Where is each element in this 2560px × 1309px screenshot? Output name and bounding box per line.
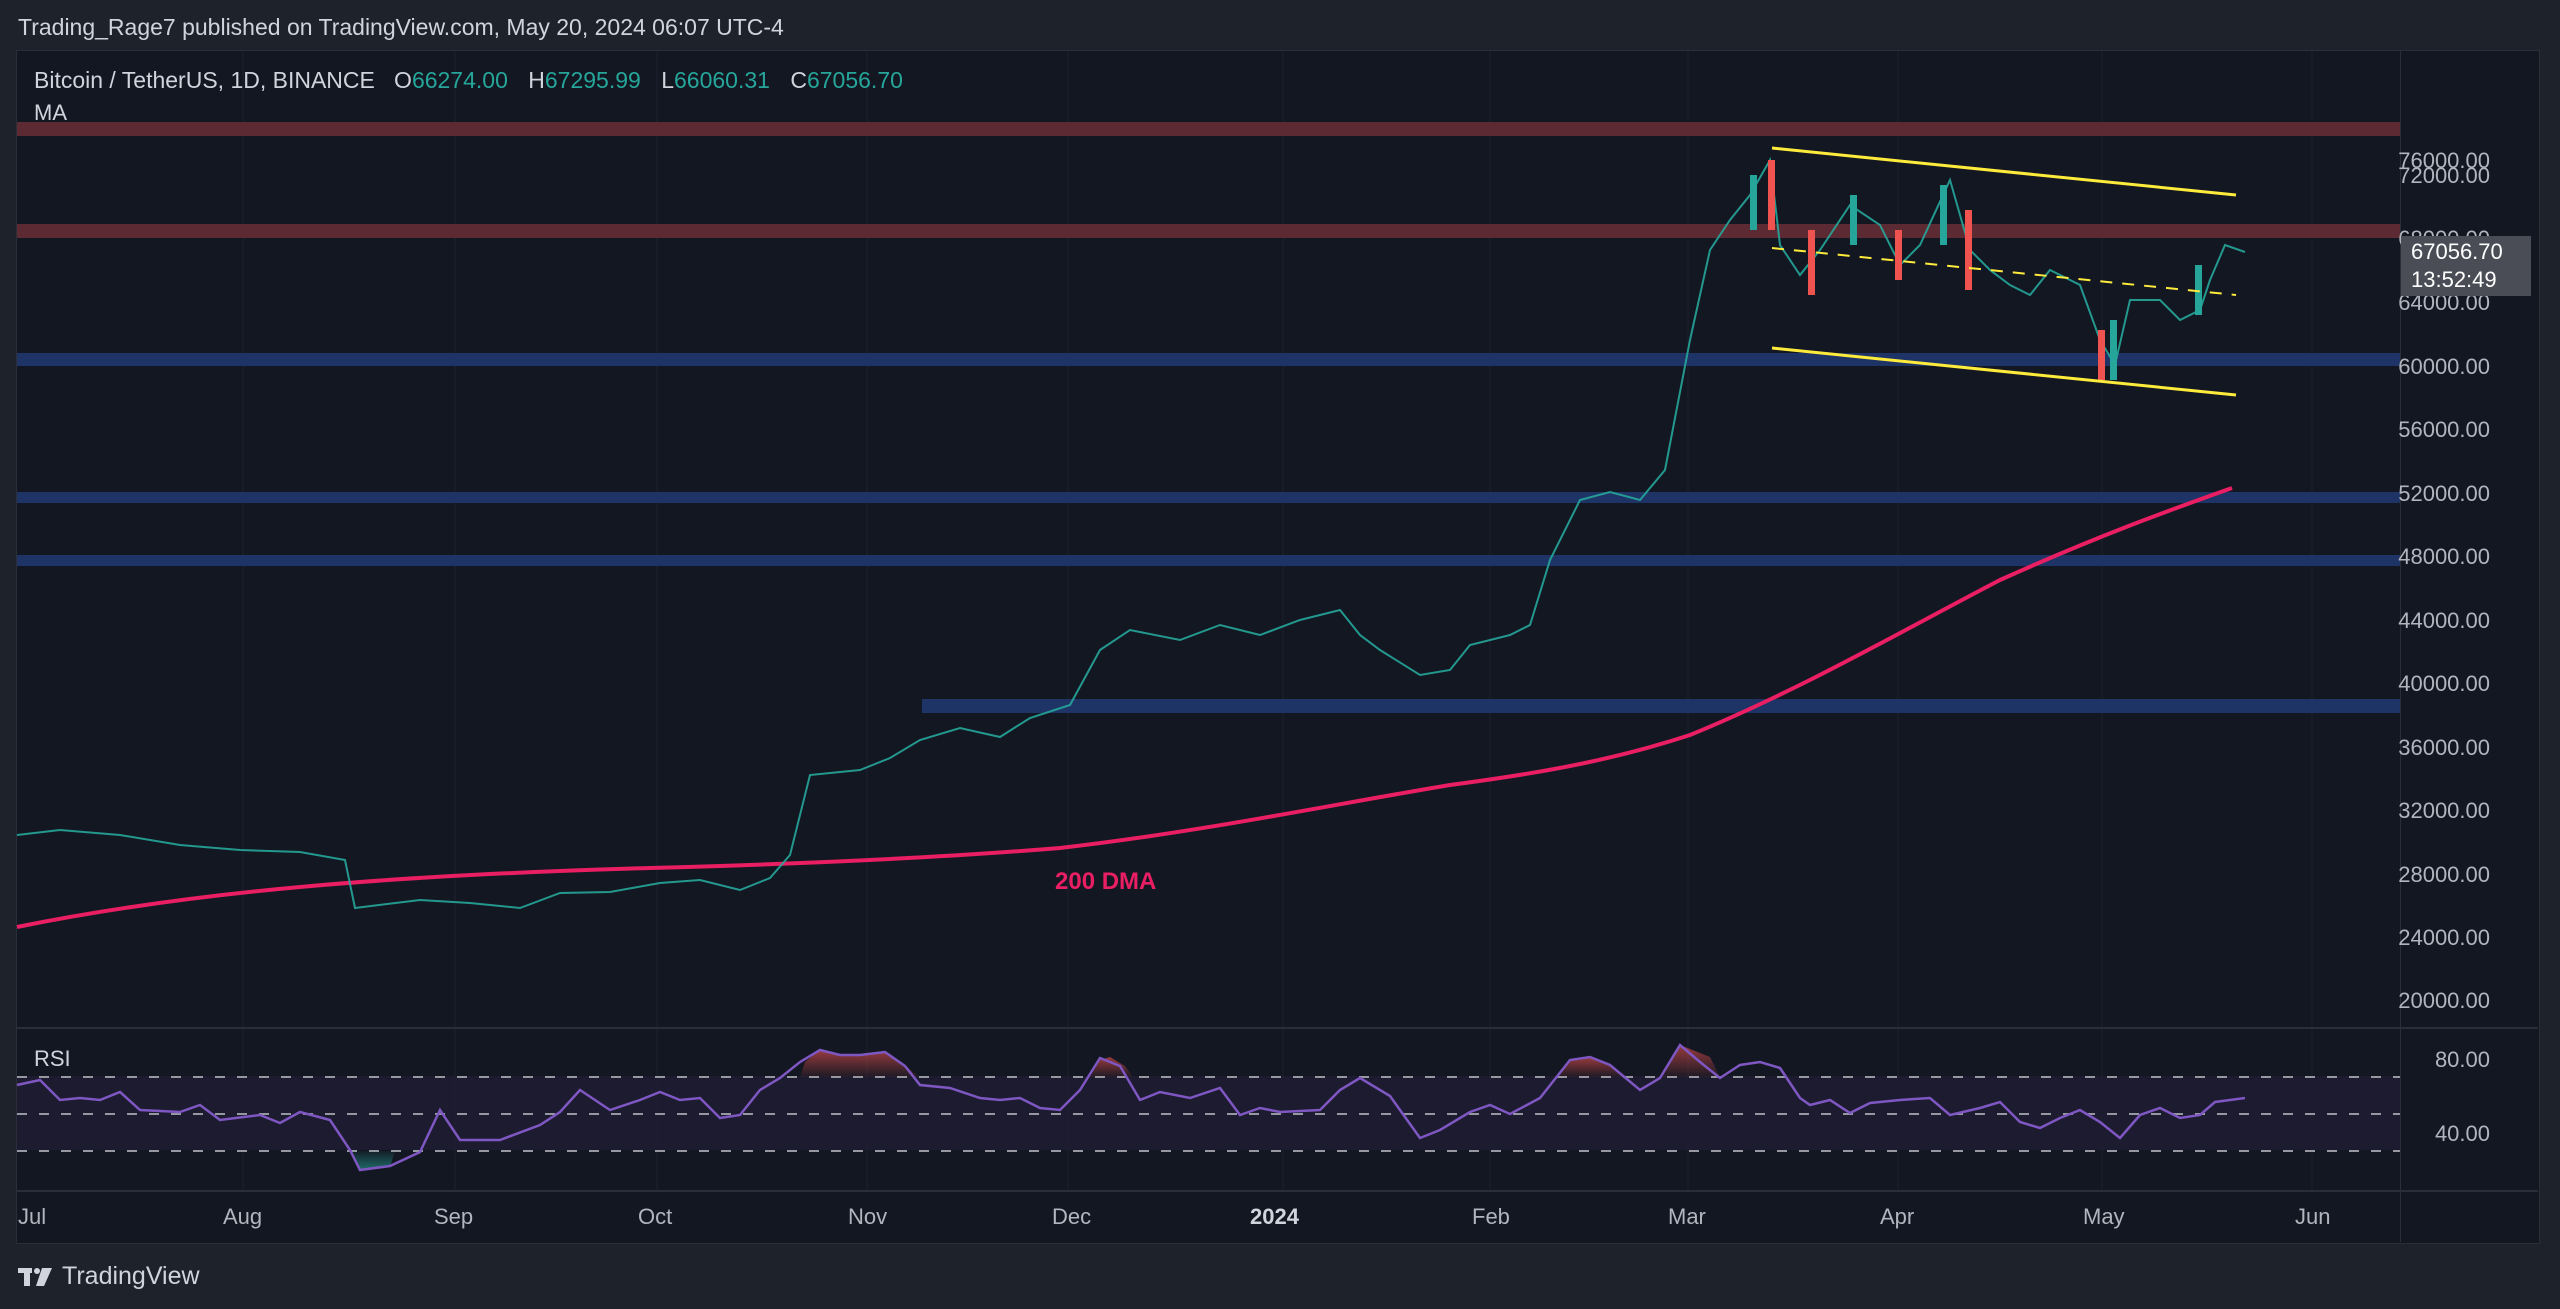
price-tick: 48000.00 xyxy=(2398,544,2490,569)
publish-info: Trading_Rage7 published on TradingView.c… xyxy=(18,14,784,40)
time-tick: May xyxy=(2083,1204,2125,1229)
price-tick: 56000.00 xyxy=(2398,417,2490,442)
close-value: 67056.70 xyxy=(806,67,903,93)
price-tick: 36000.00 xyxy=(2398,735,2490,760)
support-zones xyxy=(17,353,2400,713)
dma-annotation: 200 DMA xyxy=(1055,868,1156,895)
open-value: 66274.00 xyxy=(411,67,508,93)
price-tick: 40000.00 xyxy=(2398,671,2490,696)
rsi-indicator-label[interactable]: RSI xyxy=(34,1046,71,1071)
price-tick: 76000.00 xyxy=(2398,148,2490,173)
time-tick: Oct xyxy=(638,1204,673,1229)
time-tick: Nov xyxy=(848,1204,888,1229)
grid-lines xyxy=(242,51,2313,1190)
symbol-name: Bitcoin / TetherUS, 1D, BINANCE xyxy=(34,67,375,93)
symbol-legend: Bitcoin / TetherUS, 1D, BINANCE O66274.0… xyxy=(34,67,917,94)
price-tick: 20000.00 xyxy=(2398,988,2490,1013)
ma-indicator-label[interactable]: MA xyxy=(34,100,67,125)
low-label: L xyxy=(661,67,675,93)
price-axis-separator xyxy=(2400,50,2401,1242)
rsi-tick: 80.00 xyxy=(2434,1047,2490,1072)
dma-200-line xyxy=(16,486,2233,929)
time-tick: 2024 xyxy=(1250,1204,1299,1229)
time-tick: Jun xyxy=(2295,1204,2331,1229)
price-tick: 72000.00 xyxy=(2398,163,2490,188)
time-tick: Feb xyxy=(1472,1204,1510,1229)
price-tick: 52000.00 xyxy=(2398,481,2490,506)
time-axis-separator xyxy=(16,1190,2538,1192)
time-tick: Jul xyxy=(18,1204,47,1229)
open-label: O xyxy=(394,67,412,93)
bar-countdown: 13:52:49 xyxy=(2411,267,2497,292)
time-tick: Dec xyxy=(1052,1204,1092,1229)
close-label: C xyxy=(790,67,807,93)
last-price: 67056.70 xyxy=(2411,239,2503,264)
price-tick: 24000.00 xyxy=(2398,925,2490,950)
rsi-line xyxy=(16,1043,2246,1172)
descending-channel xyxy=(1771,146,2237,397)
low-value: 66060.31 xyxy=(674,67,770,93)
last-price-tag: 67056.70 13:52:49 xyxy=(2401,236,2531,296)
rsi-tick: 40.00 xyxy=(2434,1121,2490,1146)
tradingview-logo[interactable]: TradingView xyxy=(18,1262,200,1291)
time-tick: Aug xyxy=(223,1204,263,1229)
price-tick: 28000.00 xyxy=(2398,862,2490,887)
candles xyxy=(16,156,2246,910)
time-tick: Sep xyxy=(434,1204,474,1229)
price-tick: 44000.00 xyxy=(2398,608,2490,633)
time-tick: Mar xyxy=(1668,1204,1706,1229)
time-tick: Apr xyxy=(1880,1204,1915,1229)
brand-name: TradingView xyxy=(62,1262,200,1290)
pane-separator[interactable] xyxy=(16,1027,2538,1029)
high-label: H xyxy=(528,67,545,93)
tradingview-logo-icon xyxy=(18,1267,52,1286)
high-value: 67295.99 xyxy=(544,67,641,93)
price-tick: 32000.00 xyxy=(2398,798,2490,823)
chart-frame[interactable] xyxy=(16,50,2540,1244)
price-tick: 60000.00 xyxy=(2398,354,2490,379)
rsi-levels xyxy=(17,1076,2400,1152)
resistance-zones xyxy=(17,122,2400,238)
